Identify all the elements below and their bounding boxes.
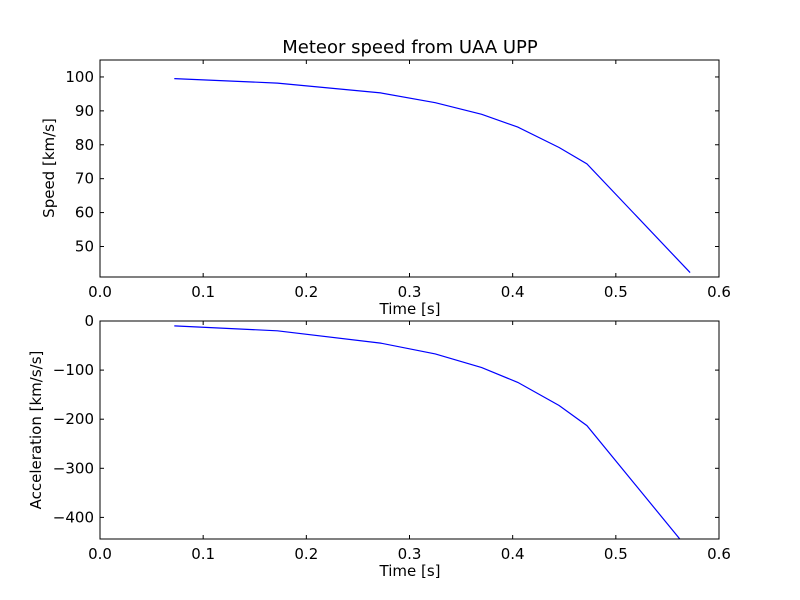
acceleration-x-tick-label: 0.1 [191,545,215,563]
speed-x-tick-label: 0.5 [604,283,628,301]
acceleration-x-tick-label: 0.3 [398,545,422,563]
acceleration-y-tick-label: −200 [53,410,94,428]
speed-y-tick-label: 100 [65,68,94,86]
speed-x-tick-label: 0.1 [191,283,215,301]
acceleration-y-axis-label: Acceleration [km/s/s] [27,351,45,510]
speed-y-tick-label: 90 [75,102,94,120]
acceleration-y-tick-label: −100 [53,361,94,379]
speed-axes-frame [99,59,720,278]
speed-y-tick-label: 60 [75,204,94,222]
speed-x-tick-label: 0.4 [501,283,525,301]
speed-chart: Meteor speed from UAA UPP 0.0 0.1 0.2 0.3 0.… [40,37,731,318]
speed-y-axis-label: Speed [km/s] [40,118,58,218]
speed-tick-group: 0.0 0.1 0.2 0.3 0.4 0.5 0.6 50 60 70 80 90 100 [65,60,731,301]
acceleration-line-group [174,325,681,539]
acceleration-y-tick-label: 0 [84,312,94,330]
acceleration-x-axis-label: Time [s] [379,562,441,580]
speed-series-line [174,78,691,274]
acceleration-axes-frame [99,320,720,540]
acceleration-x-tick-label: 0.0 [88,545,112,563]
acceleration-y-tick-label: −400 [53,508,94,526]
speed-x-tick-label: 0.0 [88,283,112,301]
speed-x-tick-label: 0.3 [398,283,422,301]
speed-x-tick-label: 0.6 [707,283,731,301]
acceleration-chart: 0.0 0.1 0.2 0.3 0.4 0.5 0.6 0 −100 −200 −300 −400 T… [27,312,731,580]
acceleration-y-tick-label: −300 [53,459,94,477]
speed-y-tick-label: 70 [75,170,94,188]
speed-line-group [174,78,691,274]
speed-y-tick-label: 50 [75,237,94,255]
acceleration-x-tick-label: 0.2 [294,545,318,563]
speed-x-axis-label: Time [s] [379,300,441,318]
acceleration-series-line [174,325,681,539]
speed-x-tick-label: 0.2 [294,283,318,301]
acceleration-x-tick-label: 0.6 [707,545,731,563]
acceleration-x-tick-label: 0.4 [501,545,525,563]
speed-y-tick-label: 80 [75,136,94,154]
acceleration-x-tick-label: 0.5 [604,545,628,563]
acceleration-tick-group: 0.0 0.1 0.2 0.3 0.4 0.5 0.6 0 −100 −200 −300 −400 [53,312,731,563]
speed-chart-title: Meteor speed from UAA UPP [282,37,538,58]
